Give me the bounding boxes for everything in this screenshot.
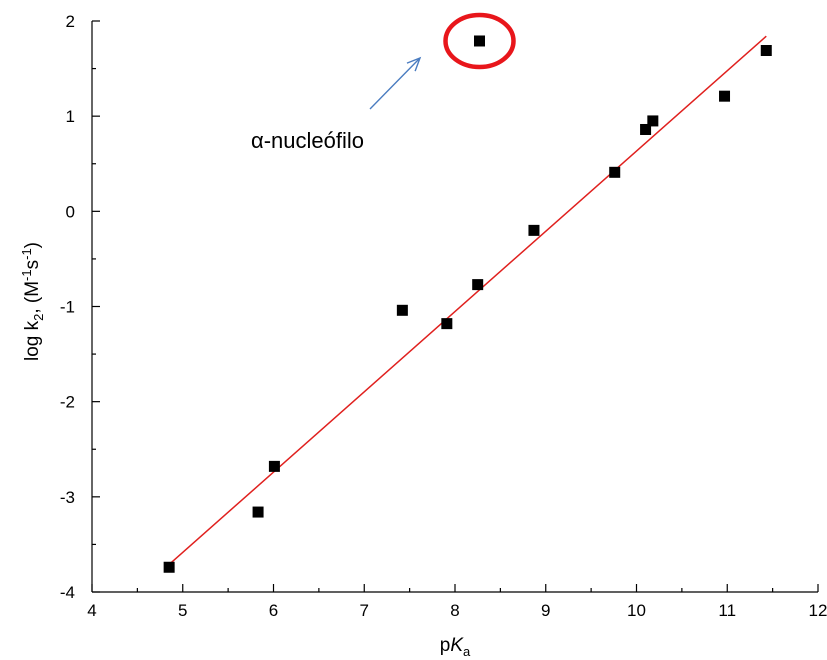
data-points xyxy=(163,35,772,573)
y-tick-label: -3 xyxy=(60,488,75,507)
fit-line xyxy=(168,35,767,565)
x-tick-label: 5 xyxy=(178,601,187,620)
annotation-label: α-nucleófilo xyxy=(251,128,364,153)
x-tick-label: 8 xyxy=(450,601,459,620)
data-point xyxy=(252,506,264,518)
y-axis-label-sup1: -1 xyxy=(19,269,34,281)
y-axis-label-sup2: -1 xyxy=(19,248,34,260)
y-axis-label-t3: s xyxy=(22,260,43,270)
x-axis-label-sub: a xyxy=(463,644,471,659)
y-tick-label: 1 xyxy=(66,107,75,126)
data-point xyxy=(760,45,772,57)
y-tick-label: -4 xyxy=(60,583,75,602)
x-axis-label-prefix: p xyxy=(440,635,451,656)
data-point xyxy=(396,304,408,316)
x-tick-label: 4 xyxy=(87,601,96,620)
data-point xyxy=(163,561,175,573)
annotation-arrow xyxy=(369,57,421,110)
highlight-circle xyxy=(443,12,516,70)
x-tick-label: 12 xyxy=(809,601,827,620)
data-point xyxy=(474,35,486,47)
y-axis-label-t4: ) xyxy=(22,242,43,248)
y-tick-label: -2 xyxy=(60,393,75,412)
annotation-arrowhead xyxy=(406,56,422,72)
x-tick-label: 6 xyxy=(269,601,278,620)
data-point xyxy=(528,224,540,236)
data-point xyxy=(647,115,659,127)
x-tick-label: 11 xyxy=(718,601,736,620)
y-axis-label: log k2, (M-1s-1) xyxy=(19,242,46,361)
y-tick-label: -1 xyxy=(60,298,75,317)
y-axis-label-t1: log k xyxy=(22,320,43,361)
x-axis-label: pKa xyxy=(440,635,471,659)
fit-line-group xyxy=(168,35,767,565)
x-tick-label: 9 xyxy=(541,601,550,620)
data-point xyxy=(441,318,453,330)
data-point xyxy=(719,90,731,102)
data-point xyxy=(268,460,280,472)
data-point xyxy=(640,123,652,135)
data-point xyxy=(609,166,621,178)
y-axis-label-sub: 2 xyxy=(31,314,46,321)
y-axis-label-t2: , (M xyxy=(22,281,43,314)
y-tick-label: 0 xyxy=(66,202,75,221)
x-tick-label: 10 xyxy=(627,601,646,620)
annotation-group xyxy=(369,12,516,110)
x-axis-label-italic: K xyxy=(450,635,464,656)
data-point xyxy=(472,279,484,291)
y-tick-label: 2 xyxy=(66,12,75,31)
chart-axes xyxy=(91,21,818,593)
x-tick-label: 7 xyxy=(360,601,369,620)
